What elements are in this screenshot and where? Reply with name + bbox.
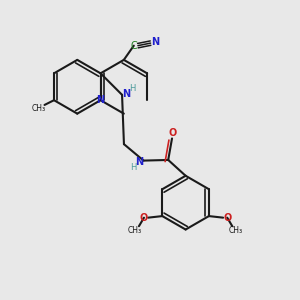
Text: H: H — [129, 84, 136, 93]
Text: N: N — [135, 157, 143, 167]
Text: N: N — [152, 38, 160, 47]
Text: CH₃: CH₃ — [229, 226, 243, 236]
Text: O: O — [140, 213, 148, 223]
Text: CH₃: CH₃ — [31, 103, 45, 112]
Text: CH₃: CH₃ — [128, 226, 142, 236]
Text: O: O — [169, 128, 177, 138]
Text: O: O — [223, 213, 231, 223]
Text: H: H — [130, 163, 136, 172]
Text: C: C — [130, 40, 137, 51]
Text: N: N — [122, 88, 130, 99]
Text: N: N — [97, 95, 105, 105]
